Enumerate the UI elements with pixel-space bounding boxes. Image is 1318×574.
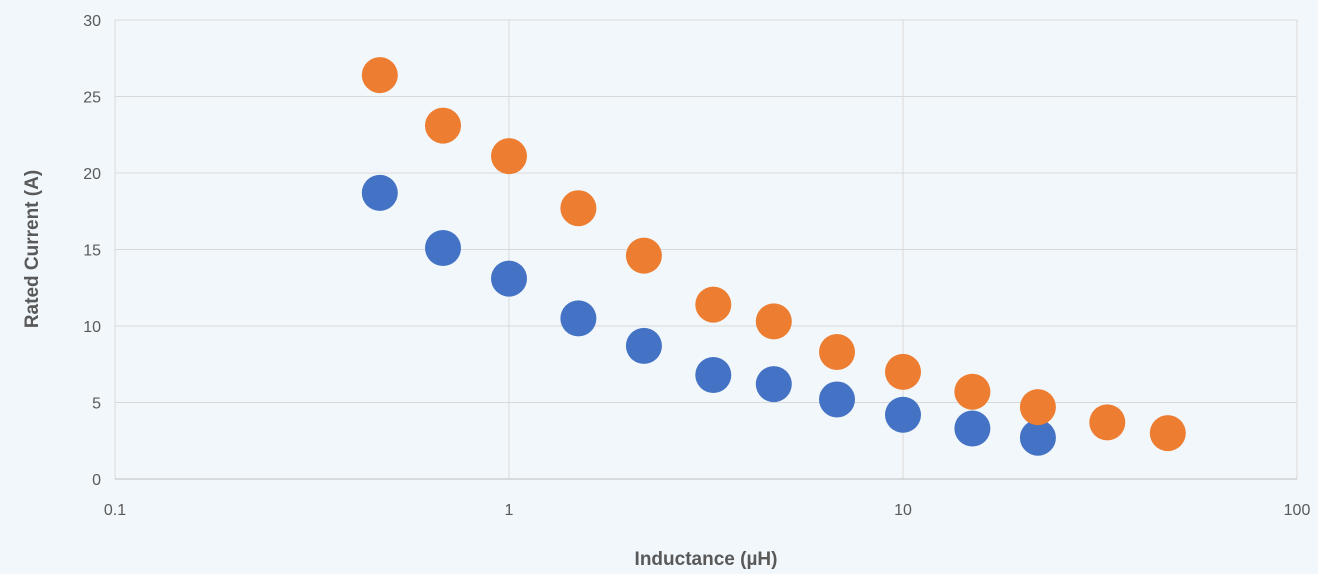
y-tick-label: 5 <box>92 396 101 413</box>
x-tick-label: 10 <box>894 502 912 519</box>
series-1-point <box>755 366 792 403</box>
series-2-point <box>885 353 921 390</box>
series-1-point <box>361 174 398 211</box>
y-tick-label: 10 <box>83 319 101 336</box>
series-1-point <box>819 381 856 418</box>
y-tick-label: 30 <box>83 13 101 30</box>
y-tick-label: 25 <box>83 90 101 107</box>
series-1-point <box>491 260 527 297</box>
series-2-point <box>491 138 527 175</box>
y-tick-label: 15 <box>83 243 101 260</box>
series-2-point <box>954 373 991 410</box>
series-2-point <box>755 303 792 340</box>
series-2-point <box>695 286 732 323</box>
grid-lines <box>114 19 1298 479</box>
x-tick-label: 100 <box>1284 502 1311 519</box>
series-1-point <box>425 229 462 266</box>
series-2-point <box>425 107 462 144</box>
series-1-point <box>560 300 597 337</box>
series-2-point <box>560 190 597 227</box>
x-tick-label: 0.1 <box>104 502 126 519</box>
series-1-point <box>885 396 921 433</box>
series-2-point <box>361 57 398 94</box>
series-1-point <box>625 327 662 364</box>
series-1-point <box>695 356 732 393</box>
series-2-point <box>1149 415 1186 452</box>
series-1-point <box>954 410 991 447</box>
tick-labels: 0 5 10 15 20 25 30 0.1 1 10 100 <box>83 13 1310 519</box>
series-1-point <box>1019 419 1056 456</box>
series-2-point <box>819 334 856 371</box>
x-axis-title: Inductance (µH) <box>635 549 778 570</box>
series-2-point <box>1089 404 1126 441</box>
y-tick-label: 20 <box>83 166 101 183</box>
y-axis-title: Rated Current (A) <box>22 170 43 328</box>
y-tick-label: 0 <box>92 472 101 489</box>
data-points <box>361 57 1186 456</box>
x-tick-label: 1 <box>505 502 514 519</box>
series-2-point <box>1019 389 1056 426</box>
series-2-point <box>625 237 662 274</box>
